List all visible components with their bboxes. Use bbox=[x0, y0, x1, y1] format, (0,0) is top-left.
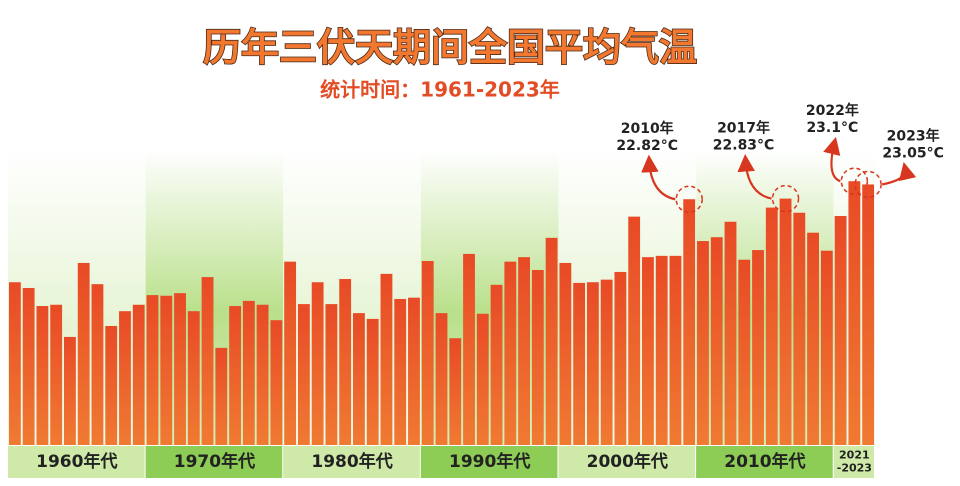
bar bbox=[834, 215, 847, 445]
bar bbox=[628, 216, 641, 445]
bar bbox=[614, 271, 627, 445]
bar bbox=[50, 304, 63, 445]
bar bbox=[8, 282, 21, 445]
bar bbox=[270, 320, 283, 445]
bar bbox=[105, 325, 118, 445]
bar bbox=[353, 313, 365, 445]
bar bbox=[545, 237, 558, 445]
bar bbox=[174, 293, 186, 445]
bar bbox=[325, 304, 338, 445]
value-label: 23.05°C bbox=[882, 145, 944, 161]
bar bbox=[64, 336, 76, 445]
annotation-year: 2010年 bbox=[621, 120, 674, 137]
bar bbox=[476, 313, 489, 445]
bar bbox=[229, 306, 241, 445]
bar bbox=[146, 295, 159, 445]
group-label: 1990年代 bbox=[449, 451, 530, 472]
bar bbox=[256, 304, 269, 445]
bar bbox=[119, 311, 131, 445]
group-label: 1960年代 bbox=[36, 451, 117, 472]
bar bbox=[738, 259, 751, 445]
highlight-circle bbox=[840, 167, 869, 195]
bar bbox=[683, 199, 696, 445]
bar bbox=[77, 262, 90, 445]
group-label: 1980年代 bbox=[311, 451, 392, 472]
bar bbox=[242, 300, 255, 445]
bar bbox=[518, 257, 530, 445]
annotation-arrow bbox=[641, 154, 676, 201]
annotation-year: 2017年 bbox=[717, 120, 770, 137]
value-label: 23.1°C bbox=[806, 120, 858, 136]
bar bbox=[187, 311, 200, 445]
bar bbox=[710, 237, 723, 445]
bar bbox=[380, 273, 393, 445]
bar bbox=[586, 282, 599, 445]
bar bbox=[215, 347, 228, 445]
bar bbox=[394, 298, 407, 445]
group-strip bbox=[145, 446, 283, 478]
bar bbox=[600, 279, 613, 445]
group-strip bbox=[833, 446, 874, 478]
bar bbox=[765, 207, 778, 445]
chart-subtitle: 统计时间：1961-2023年 bbox=[320, 78, 560, 102]
bar bbox=[366, 318, 379, 445]
group-strip bbox=[696, 446, 833, 478]
group-strip bbox=[8, 446, 145, 478]
group-label: 1970年代 bbox=[174, 451, 255, 472]
highlight-circle bbox=[675, 185, 703, 213]
bar bbox=[559, 262, 572, 445]
bar bbox=[421, 261, 434, 445]
annotation-arrow bbox=[881, 162, 917, 186]
annotation-year: 2023年 bbox=[887, 127, 940, 144]
bar bbox=[339, 279, 352, 445]
bar bbox=[22, 288, 35, 445]
value-label: 22.83°C bbox=[713, 138, 775, 154]
bar bbox=[862, 184, 875, 445]
bar bbox=[642, 257, 654, 445]
bar bbox=[752, 250, 764, 445]
group-strip bbox=[558, 446, 696, 478]
group-label: 2000年代 bbox=[587, 451, 668, 472]
annotation-year: 2022年 bbox=[806, 102, 859, 119]
highlight-circle bbox=[854, 170, 882, 199]
bar bbox=[504, 261, 517, 445]
bar bbox=[132, 304, 145, 445]
bar bbox=[449, 338, 462, 445]
group-label: -2023 bbox=[837, 462, 872, 475]
bar bbox=[160, 295, 173, 445]
bar bbox=[408, 297, 420, 445]
bar bbox=[848, 181, 861, 445]
group-strip bbox=[420, 446, 558, 478]
bar bbox=[284, 261, 297, 445]
group-label: 2010年代 bbox=[724, 451, 805, 472]
bar bbox=[490, 284, 503, 445]
group-label: 2021 bbox=[839, 449, 870, 462]
annotation-arrow bbox=[737, 154, 772, 200]
bar bbox=[201, 277, 214, 445]
bar bbox=[820, 250, 833, 445]
bar bbox=[463, 253, 475, 445]
bar bbox=[669, 255, 682, 445]
chart-title: 历年三伏天期间全国平均气温 bbox=[203, 26, 697, 70]
group-strip bbox=[283, 446, 420, 478]
bar bbox=[655, 255, 668, 445]
bar bbox=[36, 306, 49, 445]
bar bbox=[297, 304, 310, 445]
bar bbox=[531, 270, 544, 445]
bar bbox=[435, 313, 448, 445]
bar bbox=[91, 284, 104, 445]
bar bbox=[311, 282, 324, 445]
bar bbox=[779, 198, 792, 445]
annotation-arrow bbox=[823, 136, 841, 183]
highlight-circle bbox=[771, 184, 800, 213]
value-label: 22.82°C bbox=[616, 138, 678, 154]
bar bbox=[724, 221, 737, 445]
bar bbox=[573, 282, 586, 445]
bar bbox=[697, 241, 709, 445]
bar bbox=[807, 232, 819, 445]
bar bbox=[793, 212, 806, 445]
